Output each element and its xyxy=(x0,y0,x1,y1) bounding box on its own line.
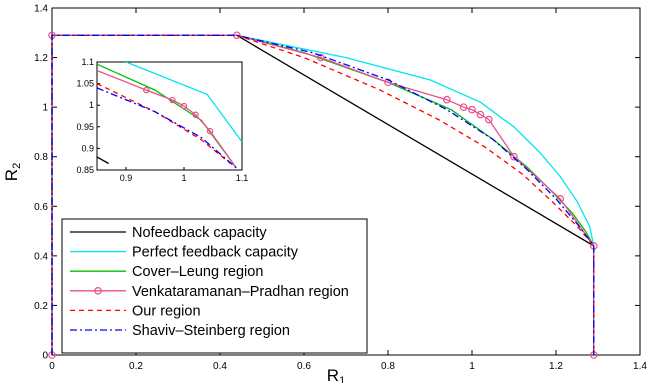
x-tick-label: 0.4 xyxy=(213,361,227,372)
x-tick-label: 1 xyxy=(469,361,475,372)
main-axis-ticks: 0 0.2 0.4 0.6 0.8 1 1.2 1.4 0 0.2 0.4 0.6 0.8 1 1.2 1.4 xyxy=(34,4,647,373)
main-marker-point xyxy=(459,103,468,111)
x-axis-label: R1 xyxy=(327,366,345,383)
main-marker-point xyxy=(316,53,325,62)
inset-series-line xyxy=(125,62,242,143)
inset-axis-ticks: 0.9 1 1.1 0.85 0.9 0.95 1 1.05 1.1 xyxy=(76,57,248,183)
inset-y-tick-label: 1.05 xyxy=(76,79,94,89)
y-tick-label: 0.8 xyxy=(34,152,48,163)
legend-label: Perfect feedback capacity xyxy=(132,245,299,261)
inset-x-tick-label: 0.9 xyxy=(120,173,133,183)
inset-marker-point xyxy=(206,127,214,135)
main-marker-point xyxy=(510,152,518,161)
inset-x-tick-label: 1.1 xyxy=(236,173,249,183)
inset-marker-point xyxy=(169,96,176,104)
y-tick-label: 0.4 xyxy=(34,251,48,262)
legend-items: Nofeedback capacity Perfect feedback capa… xyxy=(70,225,349,339)
x-tick-label: 0.8 xyxy=(381,361,395,372)
y-tick-label: 0.6 xyxy=(34,202,48,213)
main-marker-point xyxy=(468,105,476,114)
main-marker-point xyxy=(442,95,451,104)
legend-label: Nofeedback capacity xyxy=(132,225,267,241)
legend-swatch-marker xyxy=(94,286,102,295)
legend-label: Our region xyxy=(132,303,201,319)
main-marker-point xyxy=(476,110,485,119)
main-plot: 0 0.2 0.4 0.6 0.8 1 1.2 1.4 0 0.2 0.4 0.6 0.8 1 1.2 1.4… xyxy=(2,4,647,383)
y-axis-label: R2 xyxy=(2,163,23,181)
legend-label: Shaviv–Steinberg region xyxy=(132,323,290,339)
main-marker-point xyxy=(484,115,493,124)
y-tick-label: 1 xyxy=(42,103,48,114)
inset-series-line xyxy=(97,83,231,165)
inset-y-tick-label: 1.1 xyxy=(81,57,94,67)
main-our-region-line xyxy=(51,34,595,355)
y-tick-label: 1.4 xyxy=(34,4,48,15)
main-venkataramanan-pradhan-region-line xyxy=(51,34,595,355)
inset-marker-point xyxy=(143,86,150,94)
x-tick-label: 0.2 xyxy=(129,361,143,372)
main-marker-point xyxy=(556,195,565,203)
y-tick-label: 0.2 xyxy=(34,301,48,312)
inset-y-tick-label: 0.95 xyxy=(76,122,94,132)
inset-series-layer xyxy=(97,62,242,169)
main-series-layer xyxy=(48,31,598,359)
legend: Nofeedback capacity Perfect feedback capa… xyxy=(61,218,368,354)
inset-y-tick-label: 0.9 xyxy=(81,143,94,153)
inset-series-line xyxy=(97,87,237,169)
inset-plot: 0.9 1 1.1 0.85 0.9 0.95 1 1.05 1.1 xyxy=(76,57,248,183)
inset-series-line xyxy=(97,156,109,165)
legend-box xyxy=(61,218,368,354)
x-tick-label: 1.2 xyxy=(549,361,563,372)
legend-label: Cover–Leung region xyxy=(132,264,263,280)
inset-series-line xyxy=(97,69,237,169)
inset-y-tick-label: 0.85 xyxy=(76,165,94,175)
legend-label: Venkataramanan–Pradhan region xyxy=(132,284,349,300)
inset-x-tick-label: 1 xyxy=(181,173,186,183)
inset-y-tick-label: 1 xyxy=(89,100,94,110)
inset-marker-point xyxy=(192,111,199,118)
main-shaviv-steinberg-region-line xyxy=(51,34,595,355)
main-marker-point xyxy=(384,78,392,87)
inset-marker-point xyxy=(180,102,188,110)
x-tick-label: 0.6 xyxy=(297,361,311,372)
x-tick-label: 0 xyxy=(49,361,55,372)
y-tick-label: 1.2 xyxy=(34,53,48,64)
x-tick-label: 1.4 xyxy=(633,361,647,372)
y-tick-label: 0 xyxy=(42,351,48,362)
